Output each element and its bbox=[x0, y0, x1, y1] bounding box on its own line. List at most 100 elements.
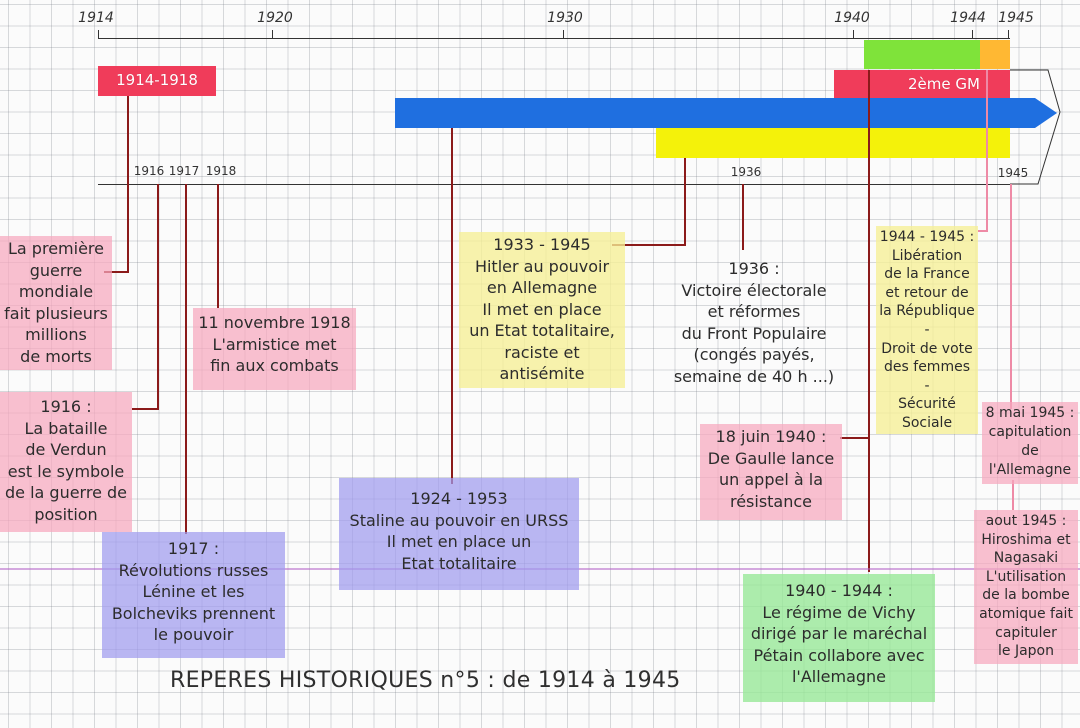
note-hitler-line: un Etat totalitaire, bbox=[469, 321, 615, 340]
ww1-bar: 1914-1918 bbox=[98, 66, 216, 96]
year-1918-sublabel: 1918 bbox=[205, 164, 237, 178]
top-tick-1940 bbox=[853, 30, 854, 39]
note-capitulation-line: 8 mai 1945 : bbox=[985, 405, 1075, 421]
russia-connector bbox=[185, 184, 187, 534]
note-liberation-line: Libération bbox=[891, 247, 963, 264]
ww1-connector bbox=[127, 96, 129, 273]
note-degaulle-line: un appel à la bbox=[719, 470, 823, 489]
note-liberation-line: Sécurité bbox=[898, 396, 956, 413]
note-degaulle-line: résistance bbox=[729, 491, 813, 511]
note-degaulle: 18 juin 1940 : De Gaulle lance un appel … bbox=[700, 424, 842, 520]
note-armistice-line: L'armistice met bbox=[212, 334, 337, 354]
blue-bar-arrow-tip bbox=[1035, 98, 1057, 128]
note-hiroshima-line: atomique fait bbox=[979, 605, 1073, 622]
note-russia-line: le pouvoir bbox=[153, 625, 234, 644]
note-stalin-line: Il met en place un bbox=[386, 532, 532, 551]
note-stalin-line: Etat totalitaire bbox=[401, 553, 517, 573]
note-verdun-line: 1916 : bbox=[40, 397, 92, 416]
top-tick-1944 bbox=[972, 30, 973, 39]
note-ww1-line: de morts bbox=[20, 346, 92, 366]
liberation-connector bbox=[986, 70, 988, 232]
note-verdun-line: est le symbole bbox=[7, 461, 125, 481]
note-ww1: La première guerre mondiale fait plusieu… bbox=[0, 236, 112, 370]
note-russia-line: Lénine et les bbox=[142, 582, 245, 601]
note-russia: 1917 : Révolutions russes Lénine et les … bbox=[102, 532, 285, 658]
note-verdun-line: de Verdun bbox=[25, 440, 107, 459]
note-russia-line: 1917 : bbox=[167, 539, 220, 558]
year-1920-label: 1920 bbox=[257, 10, 293, 26]
note-hiroshima-line: le Japon bbox=[998, 643, 1054, 660]
note-hitler: 1933 - 1945 Hitler au pouvoir en Allemag… bbox=[459, 232, 625, 388]
stalin-connector bbox=[451, 128, 453, 484]
note-hitler-line: 1933 - 1945 bbox=[493, 235, 591, 254]
note-armistice: 11 novembre 1918 L'armistice met fin aux… bbox=[193, 308, 356, 390]
year-1944-label: 1944 bbox=[950, 10, 986, 26]
note-ww1-line: fait plusieurs bbox=[4, 303, 108, 323]
year-1945-label: 1945 bbox=[998, 10, 1034, 26]
ww2-bar: 2ème GM bbox=[834, 70, 1010, 99]
vichy-connector bbox=[868, 70, 870, 572]
hitler-connector bbox=[684, 158, 686, 246]
note-hiroshima-line: capituler bbox=[995, 624, 1057, 641]
note-armistice-line: fin aux combats bbox=[210, 356, 339, 375]
ww2-bar-label: 2ème GM bbox=[908, 75, 980, 93]
note-vichy-line: Le régime de Vichy bbox=[762, 602, 916, 622]
ww1-bar-label: 1914-1918 bbox=[116, 71, 198, 89]
year-1930-label: 1930 bbox=[547, 10, 583, 26]
year-1945-sublabel: 1945 bbox=[997, 166, 1029, 180]
top-tick-1920 bbox=[272, 30, 273, 39]
note-ww1-line: guerre bbox=[29, 260, 83, 280]
page-title: REPERES HISTORIQUES n°5 : de 1914 à 1945 bbox=[170, 668, 681, 693]
note-hiroshima-line: L'utilisation bbox=[985, 568, 1067, 585]
note-stalin: 1924 - 1953 Staline au pouvoir en URSS I… bbox=[339, 478, 579, 590]
note-hiroshima-line: Hiroshima et bbox=[981, 531, 1071, 548]
note-vichy-line: Pétain collabore avec bbox=[753, 645, 925, 665]
note-hitler-line: Hitler au pouvoir bbox=[474, 256, 610, 276]
note-hitler-line: en Allemagne bbox=[486, 278, 598, 297]
note-hitler-line: raciste et bbox=[504, 342, 580, 362]
note-capitulation-line: de bbox=[1021, 443, 1039, 459]
note-liberation-line: des femmes bbox=[884, 359, 970, 376]
top-tick-1914 bbox=[98, 30, 99, 39]
note-liberation-line: - bbox=[924, 321, 930, 338]
note-verdun-line: position bbox=[34, 504, 98, 524]
top-axis-line bbox=[98, 38, 1010, 39]
note-verdun: 1916 : La bataille de Verdun est le symb… bbox=[0, 392, 132, 532]
note-front-line: et réformes bbox=[707, 302, 801, 321]
verdun-connector bbox=[157, 184, 159, 410]
ww1-connector-h bbox=[104, 271, 129, 273]
note-liberation-line: Droit de vote bbox=[881, 340, 973, 357]
note-hitler-line: Il met en place bbox=[482, 299, 602, 319]
note-front-line: du Front Populaire bbox=[681, 323, 827, 343]
stalin-blue-bar bbox=[395, 98, 1035, 128]
ww2-resistance-green-bar bbox=[864, 40, 980, 69]
note-hiroshima-line: aout 1945 : bbox=[985, 513, 1067, 529]
note-degaulle-line: De Gaulle lance bbox=[707, 448, 835, 468]
note-hiroshima: aout 1945 : Hiroshima et Nagasaki L'util… bbox=[974, 510, 1078, 664]
note-ww1-line: mondiale bbox=[18, 282, 94, 301]
degaulle-connector-h bbox=[840, 437, 868, 439]
note-capitulation-line: l'Allemagne bbox=[988, 462, 1072, 478]
verdun-connector-h bbox=[132, 408, 159, 410]
front-connector bbox=[742, 184, 744, 250]
liberation-orange-bar bbox=[980, 40, 1010, 69]
year-1916-sublabel: 1916 bbox=[133, 164, 165, 178]
note-vichy-line: l'Allemagne bbox=[791, 667, 887, 686]
note-ww1-line: La première bbox=[8, 239, 104, 258]
hitler-yellow-bar bbox=[656, 128, 1010, 158]
hitler-connector-h bbox=[612, 244, 686, 246]
note-stalin-line: 1924 - 1953 bbox=[410, 489, 508, 508]
note-front-populaire: 1936 : Victoire électorale et réformes d… bbox=[668, 258, 840, 392]
note-vichy-line: dirigé par le maréchal bbox=[750, 624, 928, 643]
year-1936-sublabel: 1936 bbox=[730, 165, 762, 179]
note-vichy: 1940 - 1944 : Le régime de Vichy dirigé … bbox=[743, 574, 935, 702]
note-liberation-line: - bbox=[924, 377, 930, 394]
note-russia-line: Révolutions russes bbox=[118, 560, 269, 580]
bottom-axis-line bbox=[98, 184, 1010, 185]
note-armistice-line: 11 novembre 1918 bbox=[198, 313, 351, 332]
note-front-line: Victoire électorale bbox=[681, 280, 827, 300]
note-russia-line: Bolcheviks prennent bbox=[111, 603, 276, 623]
note-ww1-line: millions bbox=[25, 325, 87, 344]
liberation-connector-h bbox=[978, 230, 988, 232]
note-liberation-line: et retour de bbox=[885, 284, 969, 301]
